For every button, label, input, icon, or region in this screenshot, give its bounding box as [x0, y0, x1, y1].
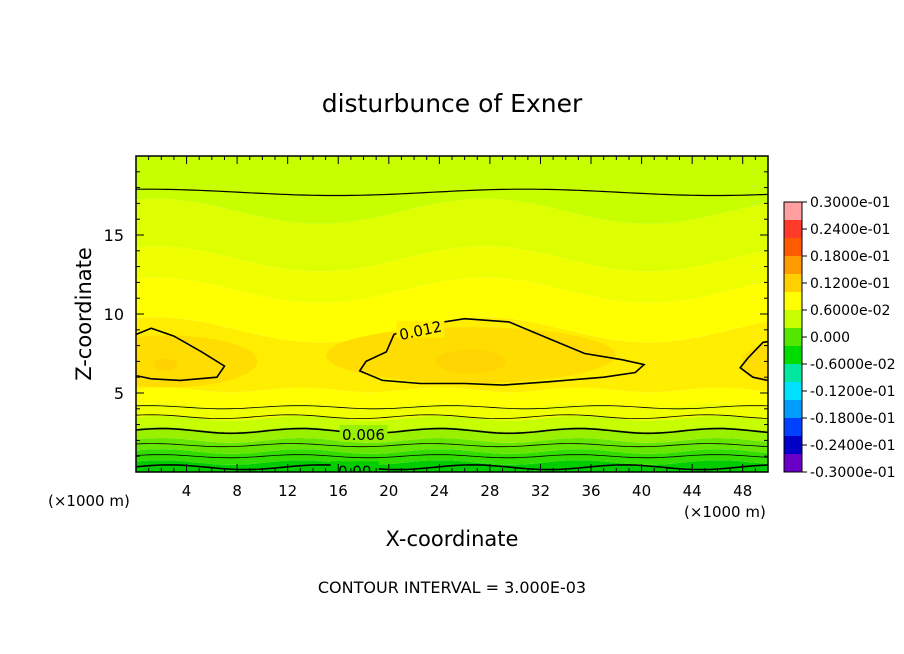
colorbar-label: 0.000: [810, 330, 850, 346]
contour-band: [136, 277, 768, 343]
colorbar-label: -0.2400e-01: [810, 438, 896, 454]
contour-band: [136, 415, 768, 432]
contour-line-thin: [136, 443, 768, 448]
colorbar-swatch: [784, 328, 802, 347]
colorbar-swatch: [784, 382, 802, 401]
x-tick-label: 40: [632, 482, 651, 500]
contour-lines: [136, 188, 768, 471]
contour-line-upper: [136, 188, 768, 197]
contour-line-thin: [136, 414, 768, 419]
contour-line-thin: [136, 405, 768, 410]
x-tick-label: 24: [430, 482, 449, 500]
colorbar-swatch: [784, 220, 802, 239]
colorbar-swatch: [784, 202, 802, 221]
colorbar-label: 0.1200e-01: [810, 276, 890, 292]
contour-band: [136, 438, 768, 454]
x-unit-right: (×1000 m): [684, 503, 766, 521]
colorbar-swatch: [784, 454, 802, 473]
contour-label-bg: [330, 461, 379, 472]
colorbar-label: 0.2400e-01: [810, 222, 890, 238]
y-tick-label: 15: [104, 226, 124, 245]
contour-interval-note: CONTOUR INTERVAL = 3.000E-03: [318, 578, 586, 597]
warm-core: [153, 358, 178, 371]
x-axis-label: X-coordinate: [386, 527, 519, 551]
x-tick-label: 28: [480, 482, 499, 500]
x-tick-label: 20: [379, 482, 398, 500]
x-axis: 4 8 12 16 20 24 28 32 36 40 44 48: [148, 156, 756, 500]
x-tick-label: 8: [232, 482, 242, 500]
contour-band: [136, 246, 768, 303]
contour-band: [136, 449, 768, 465]
x-tick-label: 48: [733, 482, 752, 500]
colorbar-label: 0.6000e-02: [810, 303, 890, 319]
colorbar-swatch: [784, 292, 802, 311]
contour-line-0: [136, 464, 768, 471]
y-axis-label: Z-coordinate: [72, 247, 96, 381]
colorbar: 0.3000e-01 0.2400e-01 0.1800e-01 0.1200e-01…: [783, 195, 896, 481]
warm-region: [742, 343, 768, 383]
contour-band: [136, 156, 768, 224]
contour-012-right: [739, 340, 768, 382]
y-axis: 5 10 15: [104, 171, 768, 457]
colorbar-label: -0.1200e-01: [810, 384, 896, 400]
contour-label-bg: [396, 320, 445, 338]
colorbar-swatch: [784, 238, 802, 257]
colorbar-label: 0.1800e-01: [810, 249, 890, 265]
contour-band: [136, 198, 768, 272]
colorbar-swatch: [784, 346, 802, 365]
x-tick-label: 36: [581, 482, 600, 500]
y-tick-label: 10: [104, 305, 124, 324]
contour-band: [136, 387, 768, 408]
y-tick-label: 5: [114, 384, 124, 403]
colorbar-swatch: [784, 400, 802, 419]
colorbar-label: 0.3000e-01: [810, 195, 890, 211]
contour-band: [136, 403, 768, 421]
colorbar-swatch: [784, 418, 802, 437]
colorbar-swatch: [784, 274, 802, 293]
chart-title: disturbunce of Exner: [322, 89, 583, 118]
colorbar-swatch: [784, 310, 802, 329]
colorbar-swatch: [784, 364, 802, 383]
colorbar-swatch: [784, 256, 802, 275]
warm-region: [136, 335, 258, 388]
contour-label-bg: [339, 425, 388, 443]
warm-core: [436, 349, 506, 374]
colorbar-label: -0.1800e-01: [810, 411, 896, 427]
x-tick-label: 32: [531, 482, 550, 500]
x-tick-label: 12: [278, 482, 297, 500]
contour-label: 0.00: [338, 462, 371, 480]
colorbar-swatch: [784, 436, 802, 455]
contour-line-006: [136, 427, 768, 435]
colorbar-label: -0.3000e-01: [810, 465, 896, 481]
x-tick-label: 4: [182, 482, 192, 500]
contour-012-left: [136, 327, 226, 382]
contour-line-thin: [136, 454, 768, 459]
contour-label: 0.006: [342, 426, 385, 444]
x-tick-label: 16: [329, 482, 348, 500]
x-unit-left: (×1000 m): [48, 492, 130, 510]
colorbar-label: -0.6000e-02: [810, 357, 896, 373]
x-tick-label: 44: [683, 482, 702, 500]
